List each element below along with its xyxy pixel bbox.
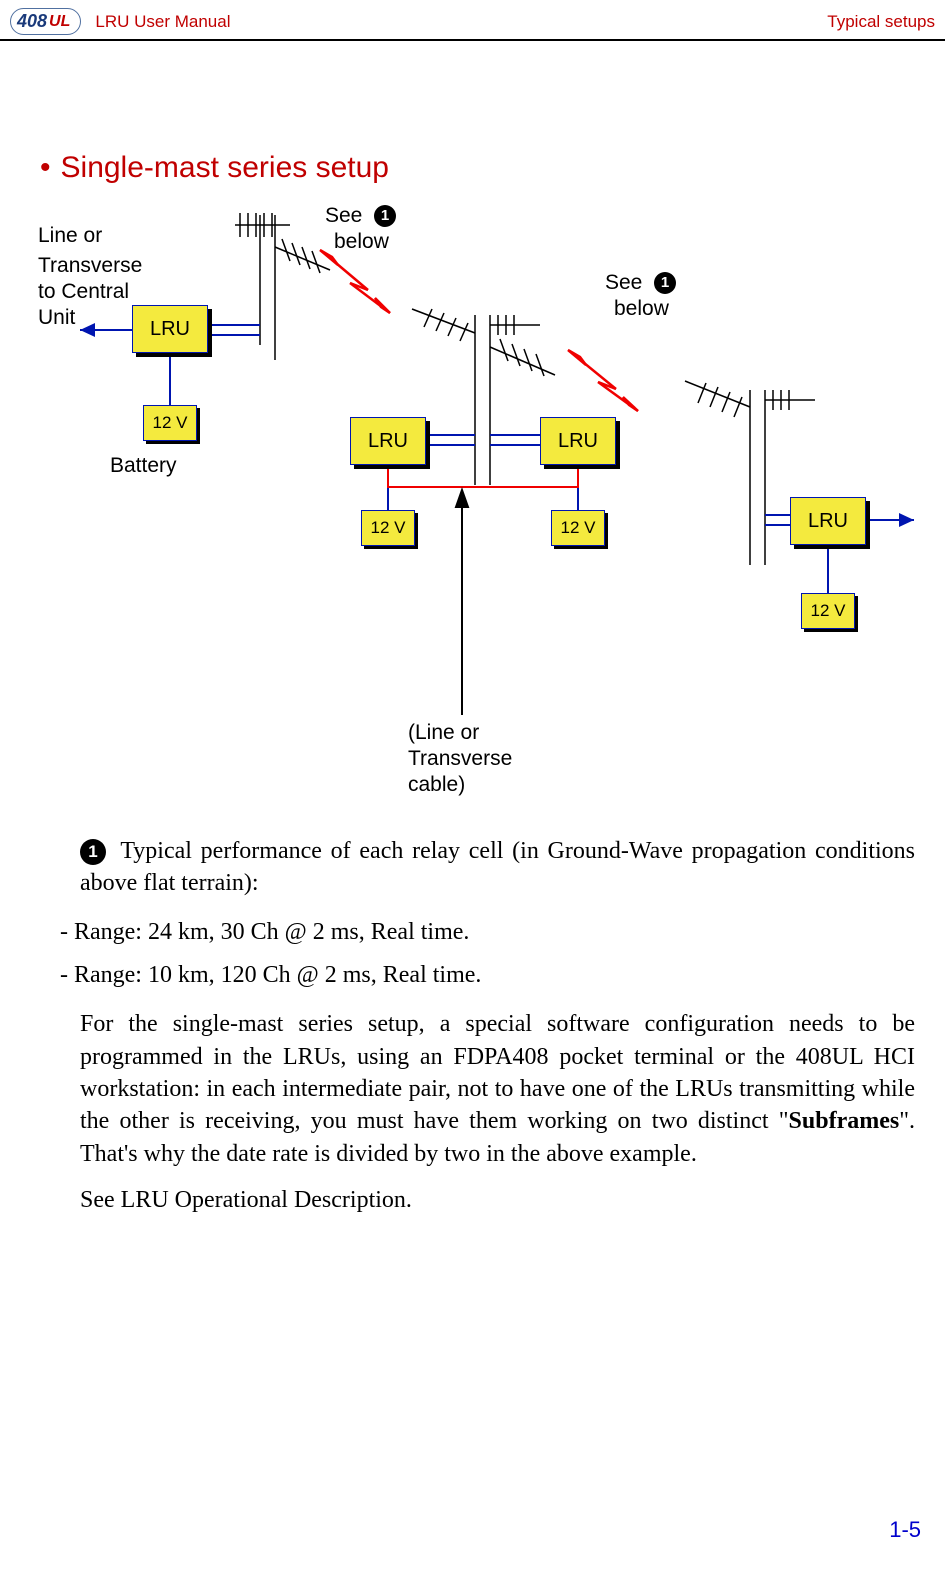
lru-box-3: LRU <box>540 417 616 465</box>
manual-title: LRU User Manual <box>95 12 230 32</box>
range-item-2: - Range: 10 km, 120 Ch @ 2 ms, Real time… <box>60 957 945 994</box>
v-box-3: 12 V <box>551 510 605 546</box>
see-label-1: See 1 <box>325 203 396 229</box>
lru-box-4: LRU <box>790 497 866 545</box>
page-header: 408 UL LRU User Manual Typical setups <box>0 0 945 41</box>
p1-text: Typical performance of each relay cell (… <box>80 838 915 896</box>
body-paragraph-2: For the single-mast series setup, a spec… <box>80 1008 915 1170</box>
cable-label-1: (Line or <box>408 720 479 746</box>
cable-label-3: cable) <box>408 772 465 798</box>
header-section-name: Typical setups <box>827 12 935 32</box>
circled-1-icon: 1 <box>374 205 396 227</box>
diagram-container: See 1 below See 1 below Line or Transver… <box>30 185 930 805</box>
logo-num: 408 <box>17 11 47 32</box>
v-box-4: 12 V <box>801 593 855 629</box>
to-central-label: to Central <box>38 279 129 305</box>
body-paragraph-3: See LRU Operational Description. <box>80 1184 915 1216</box>
battery-label: Battery <box>110 453 177 479</box>
transverse-label: Transverse <box>38 253 142 279</box>
logo-408ul: 408 UL <box>10 8 81 35</box>
bullet-icon: • <box>40 151 51 184</box>
v-box-1: 12 V <box>143 405 197 441</box>
lru-box-1: LRU <box>132 305 208 353</box>
unit-label: Unit <box>38 305 75 331</box>
cable-label-2: Transverse <box>408 746 512 772</box>
see-text: See <box>325 204 362 227</box>
below-label-2: below <box>614 296 669 322</box>
circled-1-icon-2: 1 <box>654 272 676 294</box>
line-or-label: Line or <box>38 223 102 249</box>
v-box-2: 12 V <box>361 510 415 546</box>
lru-box-2: LRU <box>350 417 426 465</box>
range-list: - Range: 24 km, 30 Ch @ 2 ms, Real time.… <box>60 914 945 994</box>
diagram-svg <box>30 185 930 805</box>
see-label-2: See 1 <box>605 270 676 296</box>
section-title: • Single-mast series setup <box>40 151 945 185</box>
see-text-2: See <box>605 271 642 294</box>
logo-suffix: UL <box>49 13 70 31</box>
below-label-1: below <box>334 229 389 255</box>
subframes-bold: Subframes <box>789 1108 900 1134</box>
body-paragraph-1: 1 Typical performance of each relay cell… <box>80 835 915 900</box>
range-item-1: - Range: 24 km, 30 Ch @ 2 ms, Real time. <box>60 914 945 951</box>
page-number: 1-5 <box>889 1517 921 1543</box>
circled-1-body-icon: 1 <box>80 839 106 865</box>
section-title-text: Single-mast series setup <box>61 151 389 184</box>
